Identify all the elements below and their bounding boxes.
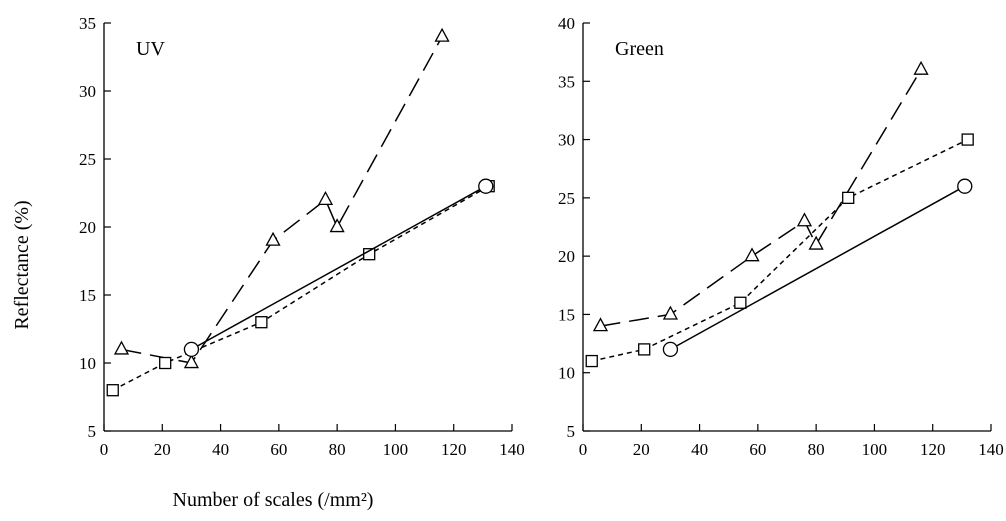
y-tick-label-green: 40 bbox=[558, 14, 575, 33]
marker-circle-green bbox=[662, 341, 679, 358]
x-tick-label-green: 0 bbox=[579, 440, 588, 459]
y-tick-label-green: 20 bbox=[558, 247, 575, 266]
x-tick-label-uv: 0 bbox=[100, 440, 109, 459]
y-tick-label-green: 10 bbox=[558, 364, 575, 383]
y-tick-label-uv: 5 bbox=[88, 422, 97, 441]
marker-square-green bbox=[638, 343, 651, 356]
marker-square-uv bbox=[106, 384, 119, 397]
x-tick-label-green: 140 bbox=[978, 440, 1004, 459]
marker-square-green bbox=[842, 191, 855, 205]
x-tick-label-green: 100 bbox=[862, 440, 888, 459]
x-tick-label-green: 80 bbox=[808, 440, 825, 459]
y-tick-label-uv: 20 bbox=[79, 218, 96, 237]
x-tick-label-green: 20 bbox=[633, 440, 650, 459]
y-tick-label-uv: 15 bbox=[79, 286, 96, 305]
marker-square-uv bbox=[255, 316, 268, 329]
y-tick-label-green: 25 bbox=[558, 189, 575, 208]
y-tick-label-uv: 30 bbox=[79, 82, 96, 101]
y-tick-label-green: 5 bbox=[567, 422, 576, 441]
marker-triangle-uv bbox=[265, 231, 281, 246]
marker-circle-green bbox=[957, 178, 973, 194]
x-tick-label-uv: 120 bbox=[441, 440, 467, 459]
y-tick-label-uv: 10 bbox=[79, 354, 96, 373]
x-tick-label-uv: 80 bbox=[329, 440, 346, 459]
series-line-triangle-uv bbox=[121, 36, 443, 364]
marker-triangle-uv bbox=[113, 340, 130, 355]
marker-triangle-green bbox=[913, 60, 929, 75]
series-line-circle-green bbox=[670, 185, 966, 351]
x-tick-label-uv: 20 bbox=[154, 440, 171, 459]
x-axis-title: Number of scales (/mm²) bbox=[173, 489, 374, 511]
y-axis-title: Reflectance (%) bbox=[11, 200, 33, 329]
panel-title-uv: UV bbox=[136, 38, 165, 60]
y-tick-label-uv: 25 bbox=[79, 150, 96, 169]
marker-triangle-green bbox=[662, 305, 679, 320]
panel-title-green: Green bbox=[615, 38, 664, 60]
marker-triangle-green bbox=[744, 247, 760, 262]
marker-triangle-green bbox=[796, 212, 813, 227]
marker-square-green bbox=[961, 133, 974, 146]
marker-triangle-uv bbox=[183, 354, 200, 369]
marker-triangle-uv bbox=[317, 190, 334, 206]
marker-square-green bbox=[585, 354, 598, 368]
x-tick-label-uv: 40 bbox=[212, 440, 229, 459]
series-line-triangle-green bbox=[600, 69, 922, 327]
marker-triangle-green bbox=[592, 317, 609, 332]
y-tick-label-uv: 35 bbox=[79, 14, 96, 33]
series-line-square-green bbox=[591, 138, 969, 362]
marker-triangle-uv bbox=[434, 27, 450, 42]
x-tick-label-uv: 100 bbox=[383, 440, 409, 459]
y-tick-label-green: 35 bbox=[558, 72, 575, 91]
marker-triangle-uv bbox=[329, 218, 345, 233]
y-tick-label-green: 15 bbox=[558, 305, 575, 324]
x-tick-label-green: 120 bbox=[920, 440, 946, 459]
y-tick-label-green: 30 bbox=[558, 131, 575, 150]
series-line-circle-uv bbox=[191, 185, 487, 351]
x-tick-label-uv: 140 bbox=[499, 440, 525, 459]
marker-square-green bbox=[734, 296, 747, 309]
marker-square-uv bbox=[159, 356, 172, 370]
marker-circle-uv bbox=[478, 178, 494, 194]
marker-triangle-green bbox=[808, 235, 824, 250]
x-tick-label-uv: 60 bbox=[270, 440, 287, 459]
marker-circle-uv bbox=[183, 341, 200, 358]
x-tick-label-green: 40 bbox=[691, 440, 708, 459]
x-tick-label-green: 60 bbox=[749, 440, 766, 459]
chart-panel-green: 5 10 15 20 25 30 35 40 0 20 40 60 80 100 120 140 Green bbox=[558, 14, 1004, 459]
chart-panel-uv: 5 10 15 20 25 30 35 0 20 40 60 80 100 120 140 UV bbox=[79, 14, 525, 459]
